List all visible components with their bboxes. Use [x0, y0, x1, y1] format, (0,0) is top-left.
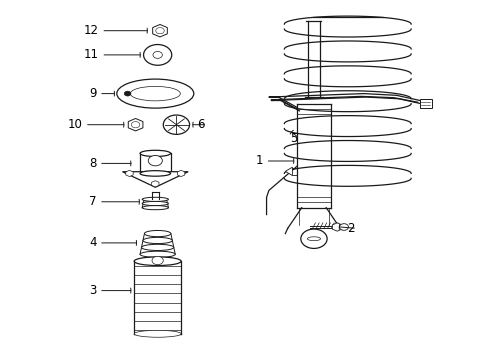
Circle shape: [300, 229, 326, 248]
Text: 9: 9: [89, 87, 97, 100]
Text: 7: 7: [89, 195, 97, 208]
Text: 8: 8: [89, 157, 97, 170]
Ellipse shape: [130, 86, 180, 101]
Circle shape: [153, 51, 162, 58]
Circle shape: [152, 256, 163, 265]
Text: 11: 11: [84, 48, 99, 62]
Polygon shape: [285, 167, 292, 176]
Text: 2: 2: [346, 222, 354, 235]
Circle shape: [163, 115, 189, 134]
Ellipse shape: [142, 202, 168, 206]
Ellipse shape: [307, 237, 320, 241]
Ellipse shape: [140, 171, 170, 176]
Circle shape: [156, 28, 164, 34]
Ellipse shape: [142, 206, 168, 210]
Polygon shape: [122, 172, 188, 187]
Ellipse shape: [140, 251, 175, 257]
Ellipse shape: [134, 330, 181, 337]
Circle shape: [339, 224, 348, 230]
Ellipse shape: [134, 257, 181, 266]
Circle shape: [131, 122, 140, 128]
Ellipse shape: [141, 244, 173, 251]
Ellipse shape: [142, 237, 172, 244]
Ellipse shape: [140, 150, 170, 157]
Ellipse shape: [144, 230, 170, 237]
Circle shape: [143, 45, 171, 65]
Text: 1: 1: [255, 154, 263, 167]
Text: 4: 4: [89, 237, 97, 249]
Circle shape: [124, 91, 131, 96]
Text: 6: 6: [197, 118, 204, 131]
FancyBboxPatch shape: [419, 99, 431, 108]
Text: 5: 5: [289, 132, 297, 145]
Text: 3: 3: [89, 284, 97, 297]
Text: 10: 10: [67, 118, 82, 131]
Ellipse shape: [117, 79, 193, 108]
Ellipse shape: [142, 197, 168, 202]
Circle shape: [148, 156, 162, 166]
Text: 12: 12: [84, 24, 99, 37]
